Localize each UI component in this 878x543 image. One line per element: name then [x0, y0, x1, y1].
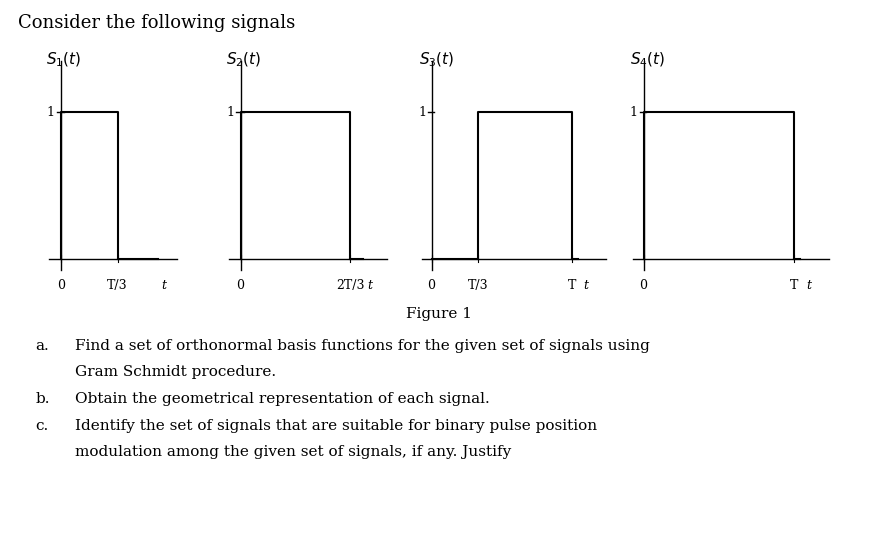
Text: Gram Schmidt procedure.: Gram Schmidt procedure.	[75, 365, 276, 380]
Text: modulation among the given set of signals, if any. Justify: modulation among the given set of signal…	[75, 445, 510, 459]
Text: $S_2(t)$: $S_2(t)$	[226, 50, 261, 69]
Text: 0: 0	[427, 279, 435, 292]
Text: 1: 1	[46, 106, 54, 118]
Text: 1: 1	[629, 106, 637, 118]
Text: t: t	[161, 279, 166, 292]
Text: c.: c.	[35, 419, 48, 433]
Text: T: T	[567, 279, 576, 292]
Text: a.: a.	[35, 339, 49, 353]
Text: t: t	[583, 279, 588, 292]
Text: t: t	[367, 279, 372, 292]
Text: 0: 0	[57, 279, 65, 292]
Text: T/3: T/3	[468, 279, 488, 292]
Text: 2T/3: 2T/3	[335, 279, 363, 292]
Text: Figure 1: Figure 1	[406, 307, 472, 321]
Text: b.: b.	[35, 392, 49, 406]
Text: T: T	[788, 279, 797, 292]
Text: Identify the set of signals that are suitable for binary pulse position: Identify the set of signals that are sui…	[75, 419, 596, 433]
Text: Find a set of orthonormal basis functions for the given set of signals using: Find a set of orthonormal basis function…	[75, 339, 649, 353]
Text: t: t	[805, 279, 810, 292]
Text: 0: 0	[236, 279, 244, 292]
Text: 0: 0	[639, 279, 647, 292]
Text: Obtain the geometrical representation of each signal.: Obtain the geometrical representation of…	[75, 392, 489, 406]
Text: 1: 1	[418, 106, 426, 118]
Text: Consider the following signals: Consider the following signals	[18, 14, 294, 31]
Text: 1: 1	[226, 106, 234, 118]
Text: $S_1(t)$: $S_1(t)$	[46, 50, 81, 69]
Text: $S_4(t)$: $S_4(t)$	[630, 50, 665, 69]
Text: $S_3(t)$: $S_3(t)$	[419, 50, 454, 69]
Text: T/3: T/3	[107, 279, 127, 292]
